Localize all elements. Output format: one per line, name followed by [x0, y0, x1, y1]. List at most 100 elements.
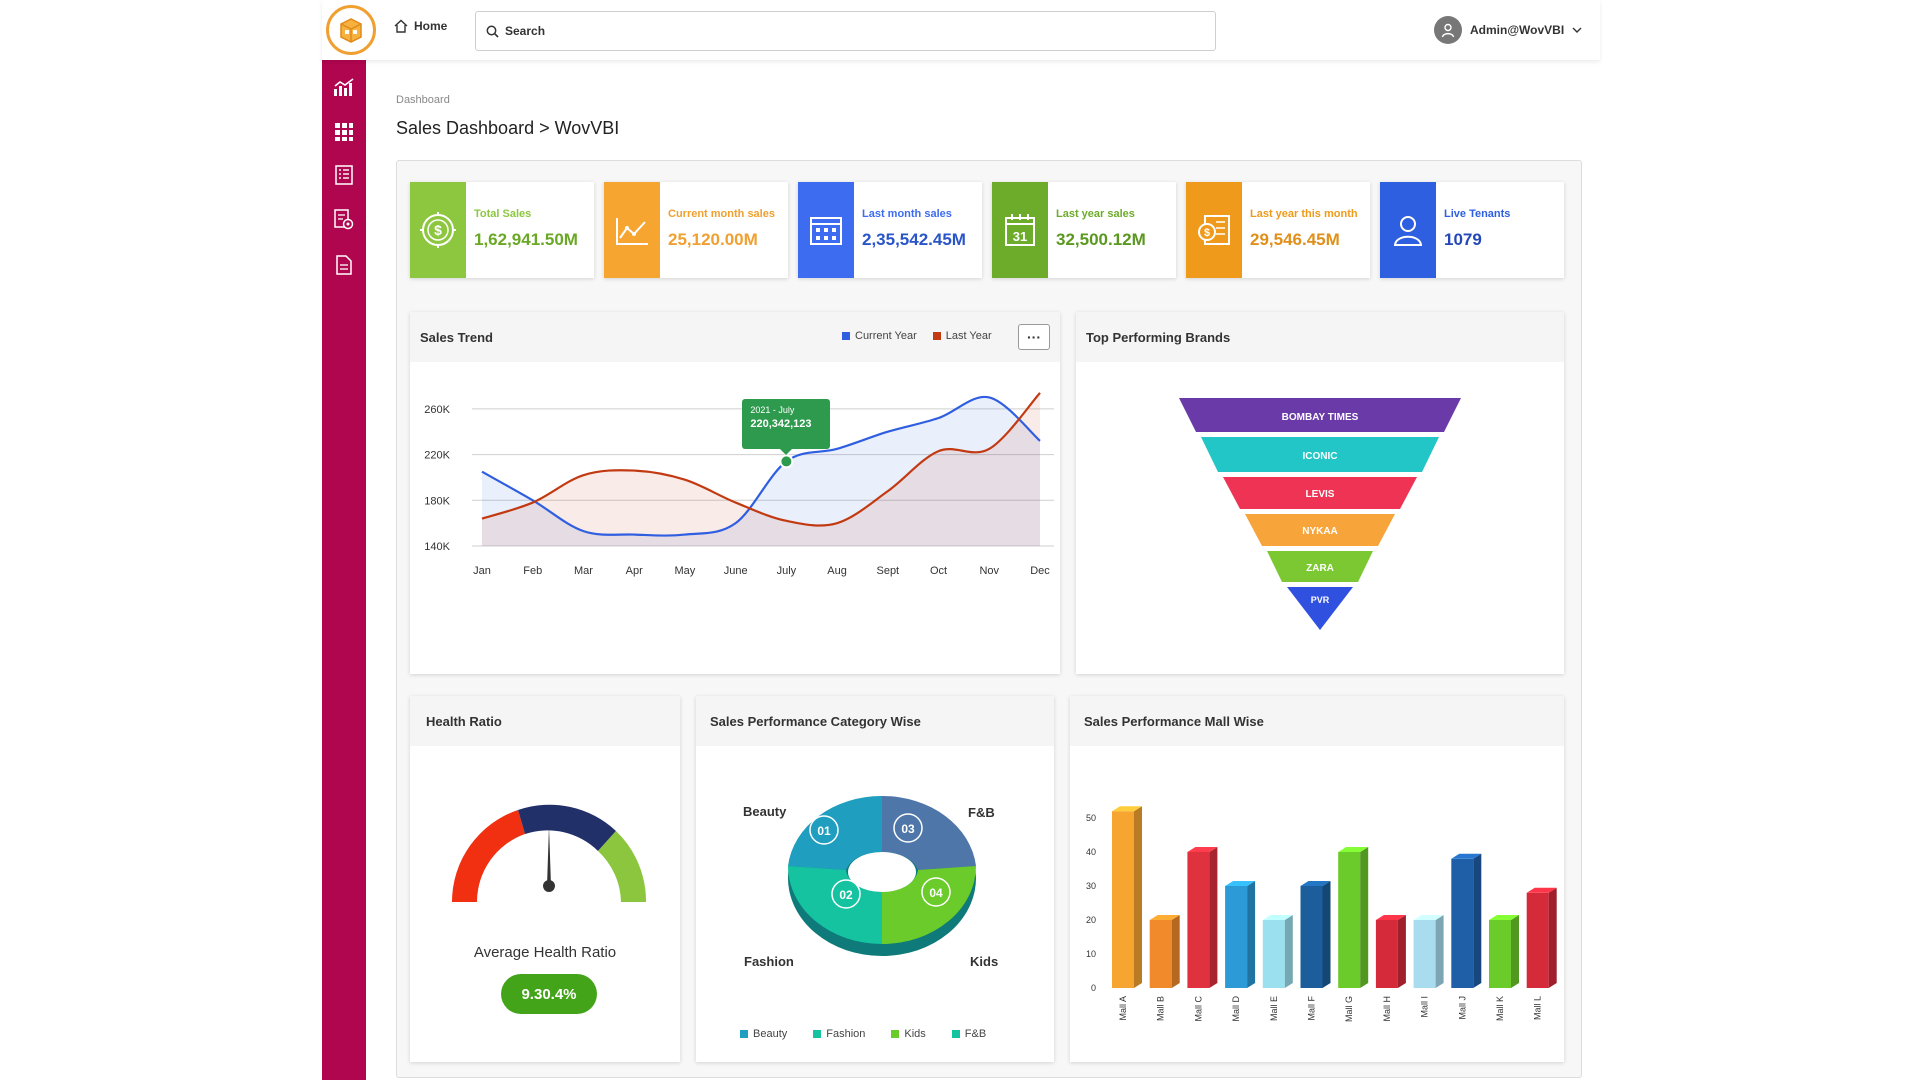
- mall-bar[interactable]: [1187, 847, 1218, 988]
- brand-label: BOMBAY TIMES: [1282, 412, 1359, 423]
- user-name: Admin@WovVBI: [1470, 23, 1565, 37]
- x-tick-label: Mall F: [1307, 995, 1317, 1020]
- category-donut-chart: 01 02 03 04 Beauty Fashion F&B Kids: [743, 795, 998, 969]
- legend-item: Fashion: [813, 1028, 865, 1040]
- x-tick-label: Feb: [523, 565, 542, 577]
- legend-label: Fashion: [826, 1028, 866, 1040]
- funnel-segment[interactable]: [1287, 587, 1353, 630]
- panel-header: Health Ratio: [410, 696, 680, 746]
- kpi-last-month-sales[interactable]: Last month sales 2,35,542.45M: [798, 182, 982, 278]
- x-tick-label: May: [675, 565, 696, 577]
- svg-text:31: 31: [1013, 229, 1027, 244]
- search-bar[interactable]: [475, 11, 1216, 51]
- mall-bar[interactable]: [1112, 806, 1142, 988]
- breadcrumb[interactable]: Dashboard: [396, 94, 450, 106]
- mall-bar[interactable]: [1149, 915, 1180, 988]
- page-title: Sales Dashboard > WovVBI: [396, 118, 620, 138]
- sales-trend-panel: Sales Trend Current Year Last Year ··· 1…: [410, 312, 1060, 674]
- mall-perf-panel: Sales Performance Mall Wise 0 10 20 30 40 50 M…: [1070, 696, 1564, 1062]
- x-tick-label: Mall C: [1193, 996, 1203, 1022]
- x-tick-label: July: [777, 565, 797, 577]
- kpi-current-month-sales[interactable]: Current month sales 25,120.00M: [604, 182, 788, 278]
- series-line[interactable]: [481, 392, 1041, 527]
- settings-report-icon[interactable]: [332, 208, 356, 232]
- y-tick-label: 260K: [424, 404, 450, 416]
- mall-bar[interactable]: [1262, 915, 1293, 988]
- analytics-chart-icon[interactable]: [332, 75, 356, 99]
- brand-label: ICONIC: [1303, 451, 1338, 462]
- mall-bar[interactable]: [1300, 881, 1331, 988]
- chevron-down-icon[interactable]: [1572, 26, 1582, 34]
- user-icon: [1441, 23, 1455, 38]
- kpi-label: Total Sales: [474, 208, 532, 220]
- y-tick-label: 50: [1086, 813, 1096, 823]
- x-tick-label: Mall I: [1420, 996, 1430, 1018]
- slice-number: 01: [817, 824, 831, 838]
- funnel-segment[interactable]: [1245, 514, 1395, 546]
- mall-bar[interactable]: [1413, 915, 1444, 988]
- x-tick-label: Mar: [574, 565, 593, 577]
- funnel-segment[interactable]: [1223, 477, 1417, 509]
- tooltip-value: 220,342,123: [750, 418, 812, 431]
- mall-bar[interactable]: [1375, 915, 1406, 988]
- home-link[interactable]: Home: [394, 19, 447, 33]
- x-tick-label: Mall A: [1118, 996, 1128, 1021]
- sales-trend-chart: 140K 180K 220K 260K Jan Feb Mar Apr May June July A…: [424, 392, 1054, 577]
- mall-bar[interactable]: [1338, 847, 1369, 988]
- kpi-live-tenants[interactable]: Live Tenants 1079: [1380, 182, 1564, 278]
- report-list-icon[interactable]: [332, 163, 356, 187]
- series-line[interactable]: [481, 395, 1041, 537]
- kpi-label: Current month sales: [668, 208, 775, 220]
- document-icon[interactable]: [332, 253, 356, 277]
- x-tick-label: June: [724, 565, 748, 577]
- y-tick-label: 140K: [424, 541, 450, 553]
- mall-bar[interactable]: [1489, 915, 1519, 988]
- kpi-last-year-sales[interactable]: 31 Last year sales 32,500.12M: [992, 182, 1176, 278]
- kpi-total-sales[interactable]: $ Total Sales 1,62,941.50M: [410, 182, 594, 278]
- y-tick-label: 10: [1086, 949, 1096, 959]
- money-report-icon: $: [1186, 182, 1242, 278]
- donut-slice[interactable]: [788, 795, 882, 870]
- funnel-segment[interactable]: [1267, 551, 1373, 582]
- brand-label: PVR: [1311, 595, 1330, 605]
- panel-title: Health Ratio: [426, 713, 502, 729]
- dollar-icon: $: [410, 182, 466, 278]
- x-tick-label: Mall J: [1457, 996, 1467, 1020]
- x-tick-label: Sept: [876, 565, 899, 577]
- more-options-button[interactable]: ···: [1018, 324, 1050, 350]
- y-tick-label: 0: [1091, 983, 1096, 993]
- mall-bar-chart: 0 10 20 30 40 50 Mall A Mall B Mall C Mall D Mall …: [1086, 806, 1557, 1022]
- mall-bar[interactable]: [1225, 881, 1256, 988]
- health-value-badge: 9.30.4%: [501, 974, 597, 1014]
- donut-slice[interactable]: [788, 866, 882, 944]
- legend-item: Last Year: [932, 330, 992, 342]
- category-label: Fashion: [744, 954, 794, 969]
- avatar[interactable]: [1434, 16, 1462, 44]
- legend-label: Kids: [904, 1028, 926, 1040]
- search-icon: [486, 25, 499, 38]
- x-tick-label: Aug: [827, 565, 847, 577]
- app-logo[interactable]: [326, 5, 376, 55]
- search-input[interactable]: [505, 24, 1185, 38]
- user-menu[interactable]: Admin@WovVBI: [1434, 16, 1582, 44]
- kpi-last-year-this-month[interactable]: $ Last year this month 29,546.45M: [1186, 182, 1370, 278]
- donut-slice[interactable]: [882, 866, 976, 944]
- funnel-segment[interactable]: [1179, 398, 1461, 432]
- category-label: F&B: [968, 805, 995, 820]
- category-label: Kids: [970, 954, 998, 969]
- kpi-value: 1,62,941.50M: [474, 230, 578, 249]
- panel-title: Sales Performance Category Wise: [710, 713, 921, 729]
- series-area: [482, 396, 1040, 546]
- sidebar: [322, 60, 366, 1080]
- gauge-segment: [598, 831, 647, 902]
- x-tick-label: Mall G: [1344, 996, 1354, 1022]
- mall-bar[interactable]: [1451, 853, 1482, 988]
- brand-label: NYKAA: [1302, 526, 1338, 537]
- funnel-segment[interactable]: [1201, 437, 1439, 472]
- highlight-point[interactable]: [779, 454, 794, 469]
- grid-apps-icon[interactable]: [332, 120, 356, 144]
- calendar-grid-icon: [798, 182, 854, 278]
- category-label: Beauty: [743, 804, 787, 819]
- health-ratio-panel: Health Ratio Average Health Ratio 9.30.4…: [410, 696, 680, 1062]
- mall-bar[interactable]: [1526, 887, 1557, 988]
